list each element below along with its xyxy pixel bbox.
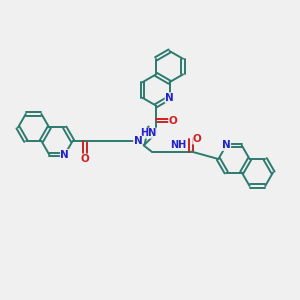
Text: O: O	[169, 116, 178, 126]
Text: O: O	[81, 154, 90, 164]
Text: O: O	[193, 134, 202, 144]
Text: HN: HN	[140, 128, 157, 138]
Text: NH: NH	[170, 140, 187, 150]
Text: N: N	[165, 93, 174, 103]
Text: N: N	[134, 136, 142, 146]
Text: N: N	[222, 140, 231, 151]
Text: N: N	[60, 149, 69, 160]
